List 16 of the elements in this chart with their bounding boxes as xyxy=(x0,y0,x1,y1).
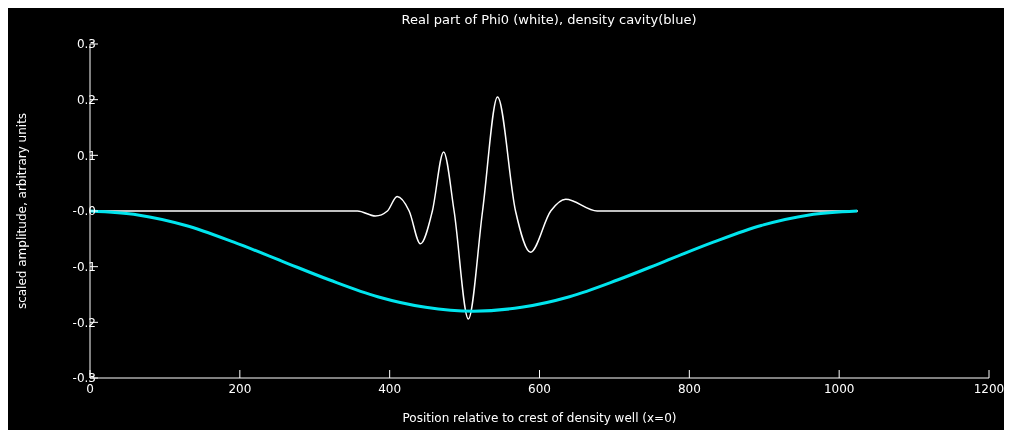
y-tick-label: -0.1 xyxy=(72,259,96,274)
y-tick-label: -0.0 xyxy=(72,204,96,219)
y-tick-label: 0.1 xyxy=(76,148,96,163)
y-axis-title: scaled amplitude, arbitrary units xyxy=(15,112,30,310)
x-tick-label: 1200 xyxy=(973,381,1005,396)
x-tick-label: 400 xyxy=(378,381,402,396)
x-tick-label: 800 xyxy=(677,381,701,396)
y-tick-label: 0.3 xyxy=(76,37,96,52)
x-axis-title: Position relative to crest of density well (x=0) xyxy=(402,411,677,425)
x-tick-label: 0 xyxy=(86,381,94,396)
x-tick-label: 1000 xyxy=(823,381,855,396)
y-tick-label: 0.2 xyxy=(76,92,96,107)
x-tick-label: 600 xyxy=(528,381,551,396)
x-tick-label: 200 xyxy=(228,381,252,396)
chart-title: Real part of Phi0 (white), density cavity(blue) xyxy=(400,12,698,27)
y-tick-label: -0.2 xyxy=(72,315,96,330)
